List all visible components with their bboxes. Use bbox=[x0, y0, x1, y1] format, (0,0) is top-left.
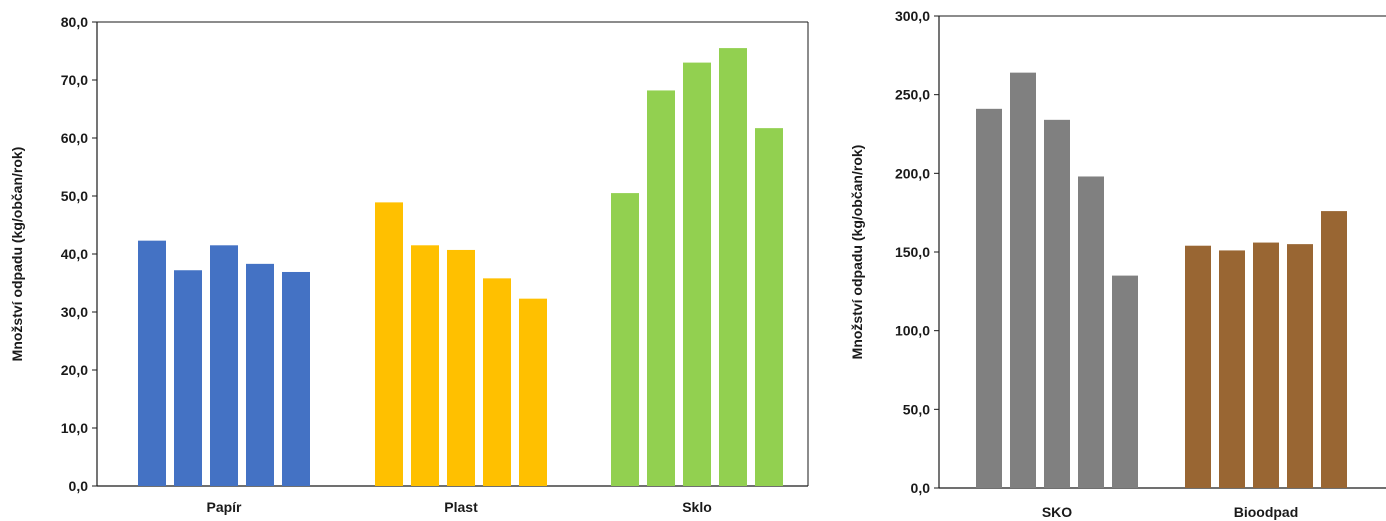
right-bar-sko-5 bbox=[1112, 275, 1138, 488]
left-bar-papr-2 bbox=[174, 270, 202, 486]
right-y-tick-label: 0,0 bbox=[911, 480, 931, 496]
right-y-tick-label: 50,0 bbox=[903, 401, 930, 417]
right-y-tick-label: 150,0 bbox=[895, 244, 930, 260]
right-y-tick-label: 100,0 bbox=[895, 323, 930, 339]
left-y-tick-label: 10,0 bbox=[61, 420, 88, 436]
right-bar-bioodpad-5 bbox=[1321, 211, 1347, 489]
right-bar-sko-2 bbox=[1010, 72, 1036, 488]
right-x-category-label: SKO bbox=[1042, 504, 1072, 520]
left-y-tick-label: 40,0 bbox=[61, 246, 88, 262]
left-bar-papr-4 bbox=[246, 263, 274, 486]
right-bar-bioodpad-2 bbox=[1219, 250, 1245, 488]
left-bar-papr-1 bbox=[138, 240, 166, 486]
left-bar-plast-3 bbox=[447, 249, 475, 486]
left-bar-sklo-2 bbox=[647, 90, 675, 486]
chart-right: 0,0 50,0 100,0 150,0 200,0 250,0 300,0 Množství… bbox=[849, 8, 1386, 520]
right-bar-bioodpad-4 bbox=[1287, 244, 1313, 488]
right-bar-bioodpad-1 bbox=[1185, 245, 1211, 488]
left-bar-sklo-1 bbox=[611, 193, 639, 486]
chart-left: 0,0 10,0 20,0 30,0 40,0 50,0 60,0 70,0 80,0 Množs… bbox=[9, 14, 809, 515]
left-y-axis-title: Množství odpadu (kg/občan/rok) bbox=[9, 147, 25, 362]
right-bar-sko-4 bbox=[1078, 176, 1104, 489]
left-x-category-label: Papír bbox=[206, 499, 242, 515]
left-y-tick-label: 30,0 bbox=[61, 304, 88, 320]
right-y-axis-title: Množství odpadu (kg/občan/rok) bbox=[849, 145, 865, 360]
right-bar-sko-3 bbox=[1044, 119, 1070, 488]
left-bar-plast-4 bbox=[483, 278, 511, 486]
left-x-category-label: Sklo bbox=[682, 499, 712, 515]
right-bar-bioodpad-3 bbox=[1253, 242, 1279, 488]
right-y-tick-label: 300,0 bbox=[895, 8, 930, 24]
left-bar-plast-1 bbox=[375, 202, 403, 486]
left-bar-sklo-5 bbox=[755, 128, 783, 486]
right-x-category-label: Bioodpad bbox=[1234, 504, 1299, 520]
left-y-tick-label: 0,0 bbox=[69, 478, 89, 494]
left-y-tick-label: 50,0 bbox=[61, 188, 88, 204]
right-y-tick-label: 200,0 bbox=[895, 165, 930, 181]
right-bar-sko-1 bbox=[976, 108, 1002, 489]
left-bar-sklo-4 bbox=[719, 48, 747, 486]
left-y-tick-label: 70,0 bbox=[61, 72, 88, 88]
left-x-category-label: Plast bbox=[444, 499, 478, 515]
left-y-tick-label: 60,0 bbox=[61, 130, 88, 146]
right-y-tick-label: 250,0 bbox=[895, 87, 930, 103]
left-bar-plast-5 bbox=[519, 298, 547, 486]
left-y-tick-label: 20,0 bbox=[61, 362, 88, 378]
left-bar-papr-3 bbox=[210, 245, 238, 486]
left-y-tick-label: 80,0 bbox=[61, 14, 88, 30]
left-bar-sklo-3 bbox=[683, 62, 711, 486]
left-bar-papr-5 bbox=[282, 271, 310, 486]
left-bar-plast-2 bbox=[411, 245, 439, 486]
